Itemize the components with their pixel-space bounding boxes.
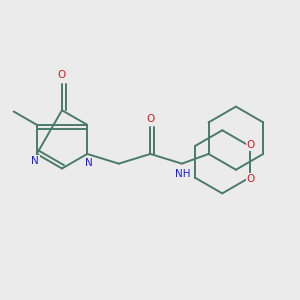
Text: O: O	[146, 113, 154, 124]
Text: O: O	[246, 140, 255, 150]
Text: O: O	[58, 70, 66, 80]
Text: NH: NH	[175, 169, 190, 179]
Text: O: O	[246, 174, 255, 184]
Text: N: N	[31, 156, 39, 166]
Text: N: N	[85, 158, 93, 168]
